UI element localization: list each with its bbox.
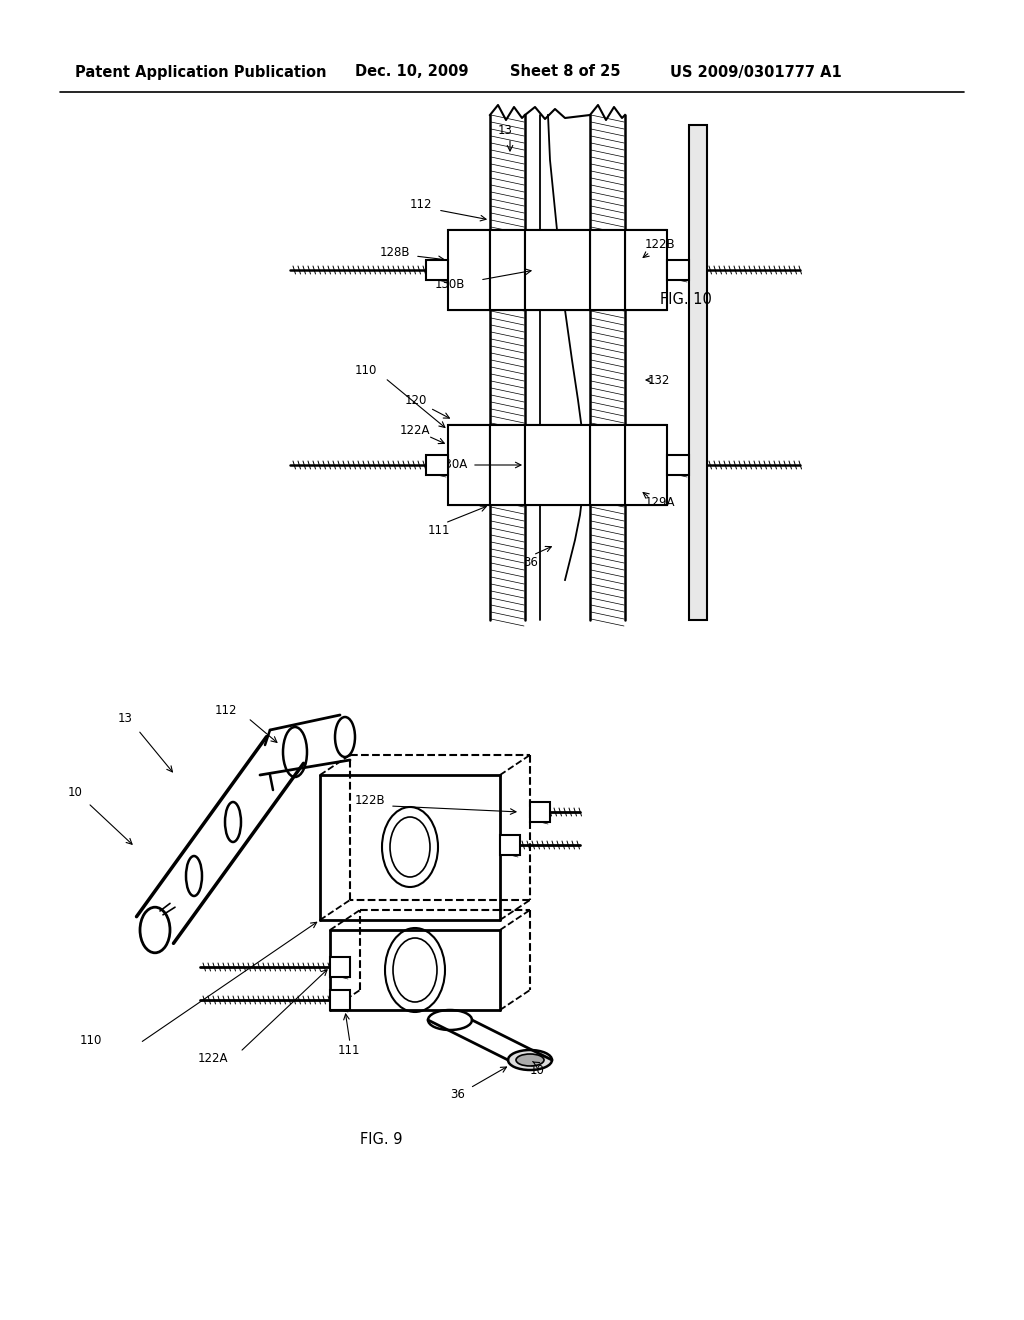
Bar — [330, 990, 350, 1010]
Text: Dec. 10, 2009: Dec. 10, 2009 — [355, 65, 469, 79]
Bar — [490, 230, 525, 310]
Text: 112: 112 — [410, 198, 432, 211]
Text: 122A: 122A — [400, 424, 430, 437]
Text: FIG. 10: FIG. 10 — [660, 293, 712, 308]
Text: 110: 110 — [80, 1034, 102, 1047]
Text: 129A: 129A — [645, 495, 676, 508]
Text: 130A: 130A — [438, 458, 468, 471]
Bar — [625, 230, 667, 310]
Bar — [667, 260, 689, 280]
Text: 10: 10 — [530, 1064, 545, 1077]
Bar — [449, 230, 490, 310]
Bar — [330, 957, 350, 977]
Bar — [625, 425, 667, 506]
Text: 132: 132 — [648, 374, 671, 387]
Text: 111: 111 — [428, 524, 451, 536]
Text: 120: 120 — [406, 393, 427, 407]
Text: US 2009/0301777 A1: US 2009/0301777 A1 — [670, 65, 842, 79]
Bar — [689, 125, 707, 620]
Text: 36: 36 — [450, 1089, 465, 1101]
Bar — [525, 425, 590, 506]
Text: 36: 36 — [523, 556, 538, 569]
Bar — [667, 455, 689, 475]
Bar — [525, 230, 590, 310]
Text: 111: 111 — [338, 1044, 360, 1056]
Bar — [449, 425, 490, 506]
Text: 112: 112 — [215, 704, 238, 717]
Bar — [590, 425, 625, 506]
Bar — [426, 260, 449, 280]
Bar — [530, 803, 550, 822]
Text: 13: 13 — [498, 124, 513, 136]
Text: 122A: 122A — [198, 1052, 228, 1064]
Bar — [490, 425, 525, 506]
Text: 128B: 128B — [380, 246, 411, 259]
Ellipse shape — [508, 1049, 552, 1071]
Bar — [500, 836, 520, 855]
Text: Sheet 8 of 25: Sheet 8 of 25 — [510, 65, 621, 79]
Text: 110: 110 — [355, 363, 378, 376]
Text: 10: 10 — [68, 787, 83, 800]
Text: Patent Application Publication: Patent Application Publication — [75, 65, 327, 79]
Text: FIG. 9: FIG. 9 — [360, 1133, 402, 1147]
Ellipse shape — [516, 1053, 544, 1067]
Text: 122B: 122B — [355, 793, 386, 807]
Bar — [426, 455, 449, 475]
Text: 122B: 122B — [645, 239, 676, 252]
Bar — [590, 230, 625, 310]
Text: 130B: 130B — [435, 279, 465, 292]
Text: 13: 13 — [118, 711, 133, 725]
